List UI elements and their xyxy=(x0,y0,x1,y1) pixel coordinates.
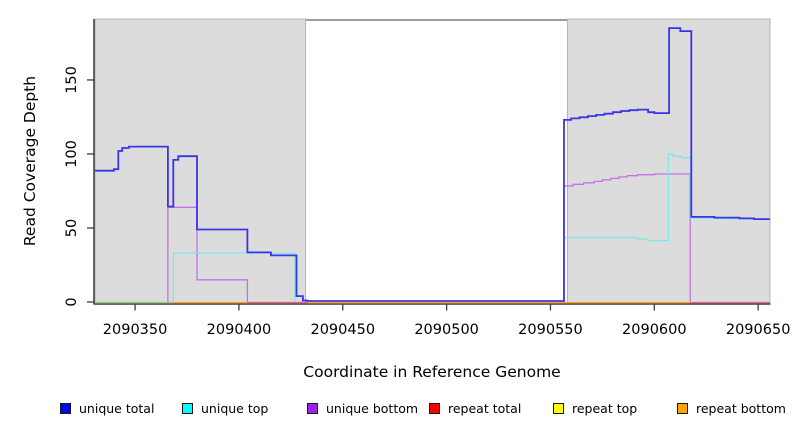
legend-label: unique total xyxy=(79,400,155,416)
legend-label: repeat total xyxy=(448,400,522,416)
series-line-unique-total xyxy=(95,27,770,302)
legend-swatch-repeat-top xyxy=(553,402,564,414)
legend-item-unique-top: unique top xyxy=(182,400,268,416)
series-line-unique-bottom xyxy=(167,206,249,302)
x-tick-label: 2090450 xyxy=(310,322,375,338)
legend-item-repeat-top: repeat top xyxy=(553,400,637,416)
legend-swatch-unique-top xyxy=(182,402,193,414)
legend-label: unique top xyxy=(201,400,269,416)
y-tick-label: 50 xyxy=(64,219,80,237)
x-tick-label: 2090650 xyxy=(726,322,791,338)
series-line-unique-bottom xyxy=(563,173,691,302)
series-line-unique-top xyxy=(563,153,771,302)
y-tick-label: 150 xyxy=(64,66,80,94)
y-tick-label: 100 xyxy=(64,140,80,168)
x-tick-label: 2090400 xyxy=(207,322,272,338)
shaded-repeat-region xyxy=(94,18,307,304)
legend-item-repeat-total: repeat total xyxy=(429,400,521,416)
legend-swatch-repeat-total xyxy=(429,402,440,414)
x-tick-label: 2090350 xyxy=(103,322,168,338)
series-line-unique-top xyxy=(172,252,296,302)
x-tick-label: 2090550 xyxy=(518,322,583,338)
legend-item-unique-total: unique total xyxy=(60,400,154,416)
legend-item-unique-bottom: unique bottom xyxy=(307,400,418,416)
legend-label: unique bottom xyxy=(326,400,419,416)
y-tick-label: 0 xyxy=(64,297,80,306)
legend-swatch-unique-total xyxy=(60,402,71,414)
x-axis-label: Coordinate in Reference Genome xyxy=(303,363,561,381)
legend-item-repeat-bottom: repeat bottom xyxy=(677,400,786,416)
x-tick-label: 2090600 xyxy=(622,322,687,338)
x-tick-label: 2090500 xyxy=(414,322,479,338)
legend-swatch-unique-bottom xyxy=(307,402,318,414)
legend-swatch-repeat-bottom xyxy=(677,402,688,414)
legend: unique total unique top unique bottom repea… xyxy=(0,400,792,418)
legend-label: repeat bottom xyxy=(696,400,786,416)
legend-label: repeat top xyxy=(572,400,638,416)
y-axis-label: Read Coverage Depth xyxy=(21,75,39,247)
